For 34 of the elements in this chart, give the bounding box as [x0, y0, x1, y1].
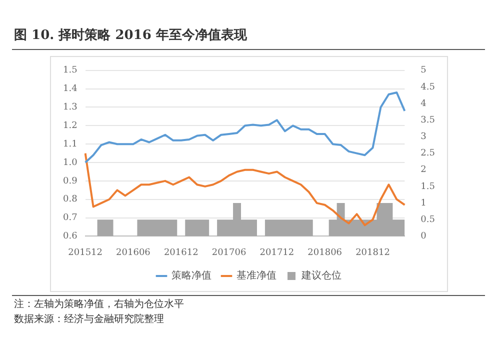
y2-tick-label: 2.5: [420, 148, 436, 159]
y-tick-label: 0.9: [62, 176, 78, 186]
legend-label: 基准净值: [236, 270, 276, 282]
legend-label: 策略净值: [172, 270, 212, 282]
y2-tick-label: 4.5: [420, 82, 436, 92]
y-tick-label: 1.0: [62, 158, 78, 168]
x-tick-label: 201606: [116, 248, 151, 258]
y2-tick-label: 2: [420, 165, 426, 176]
x-tick-label: 201712: [260, 248, 294, 258]
y2-tick-label: 5: [420, 66, 427, 76]
y2-tick-label: 0: [420, 232, 427, 242]
text: 注：左轴为策略净值，右轴为仓位水平: [14, 298, 184, 312]
y-tick-label: 1.2: [62, 121, 78, 132]
x-tick-label: 201706: [212, 248, 246, 258]
y2-tick-label: 4: [420, 98, 427, 109]
y-tick-label: 0.8: [62, 194, 78, 205]
y2-tick-label: 3.5: [420, 115, 436, 126]
chart-title: 图 10. 择时策略 2016 年至今净值表现: [14, 27, 247, 44]
y-tick-label: 0.6: [62, 232, 78, 242]
y-tick-label: 0.7: [62, 213, 78, 224]
x-tick-label: 201812: [356, 248, 390, 258]
y-tick-label: 1.1: [62, 139, 78, 150]
x-tick-label: 201612: [164, 248, 198, 258]
y-tick-label: 1.4: [62, 84, 78, 94]
y2-tick-label: 1: [420, 198, 426, 208]
legend-label: 建议仓位: [300, 270, 342, 282]
y2-tick-label: 1.5: [420, 182, 436, 192]
y2-tick-label: 3: [420, 132, 427, 142]
y-tick-label: 1.5: [62, 66, 78, 76]
source-note: 数据来源：经济与金融研究院整理: [14, 312, 165, 327]
y2-tick-label: 0.5: [420, 214, 436, 225]
y-tick-label: 1.3: [62, 102, 78, 113]
x-tick-label: 201512: [68, 248, 102, 258]
x-tick-label: 201806: [308, 248, 342, 258]
